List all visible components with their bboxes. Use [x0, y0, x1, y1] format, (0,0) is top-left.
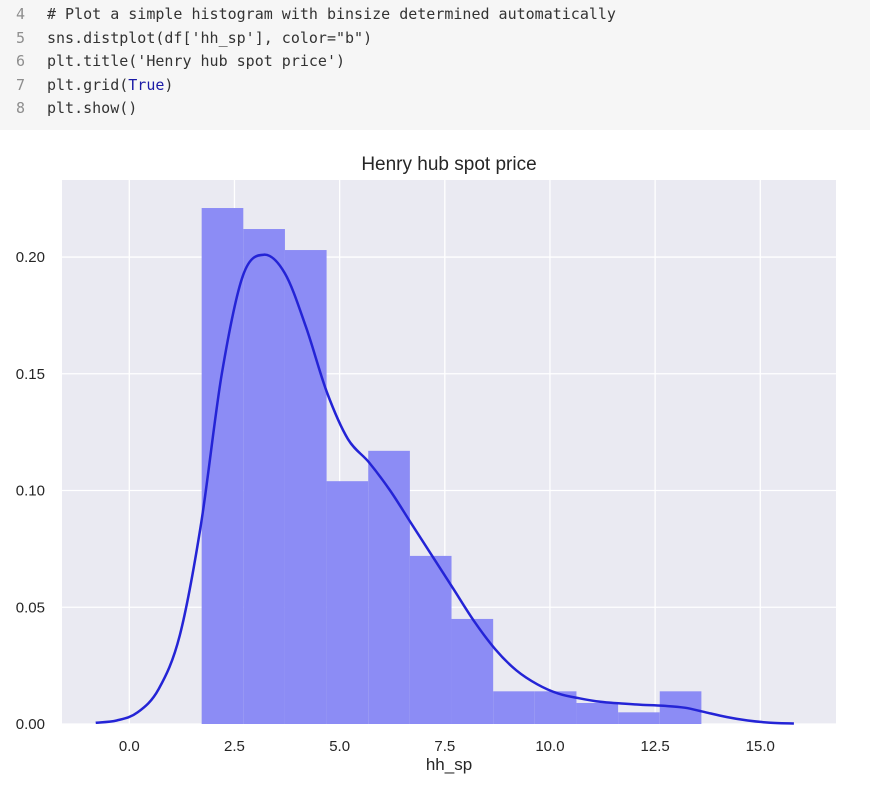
- code-line: 5 sns.distplot(df['hh_sp'], color="b"): [0, 27, 870, 51]
- y-tick-label: 0.20: [16, 249, 45, 266]
- histogram-bar: [284, 250, 327, 724]
- histogram-bars: [201, 208, 702, 725]
- code-line: 8 plt.show(): [0, 97, 870, 121]
- x-tick-label: 5.0: [329, 738, 350, 755]
- histogram-bar: [409, 555, 452, 724]
- line-number: 7: [15, 75, 25, 94]
- code-segment: plt.show(): [47, 99, 138, 117]
- y-tick-label: 0.10: [16, 483, 45, 500]
- plot-area: Henry hub spot price 0.0 2.5 5.0 7.5 10.0 12.…: [0, 145, 870, 780]
- line-number: 5: [15, 28, 25, 47]
- code-cell[interactable]: 4 # Plot a simple histogram with binsize …: [0, 0, 870, 130]
- line-number: 8: [15, 99, 25, 117]
- code-text: # Plot a simple histogram with binsize d…: [47, 3, 616, 27]
- code-text: sns.distplot(df['hh_sp'], color="b"): [47, 27, 372, 51]
- line-number: 4: [15, 5, 25, 23]
- code-segment: ): [164, 75, 174, 94]
- y-tick-label: 0.00: [16, 716, 45, 733]
- code-line: 6 plt.title('Henry hub spot price'): [0, 50, 870, 74]
- histogram-bar: [243, 229, 285, 725]
- y-tick-label: 0.15: [16, 366, 45, 383]
- x-axis-label: hh_sp: [426, 755, 472, 774]
- y-tick-label: 0.05: [16, 599, 45, 616]
- histogram-bar: [576, 702, 619, 724]
- x-tick-label: 2.5: [224, 738, 245, 755]
- kde-curve: [95, 253, 794, 725]
- histogram-bar: [451, 618, 494, 724]
- histogram-bar: [368, 450, 410, 724]
- histogram-bar: [618, 712, 660, 724]
- code-segment: # Plot a simple histogram with binsize d…: [47, 5, 616, 23]
- histogram-chart: Henry hub spot price 0.0 2.5 5.0 7.5 10.0 12.…: [16, 154, 836, 774]
- chart-title: Henry hub spot price: [361, 154, 536, 175]
- code-segment: sns.distplot(df['hh_sp'], color="b"): [47, 28, 373, 47]
- histogram-bar: [493, 691, 535, 724]
- x-tick-label: 7.5: [434, 738, 455, 755]
- code-line: 4 # Plot a simple histogram with binsize …: [0, 3, 870, 27]
- x-tick-label: 12.5: [641, 738, 670, 755]
- y-axis-ticks: 0.00 0.05 0.10 0.15 0.20: [16, 249, 45, 733]
- code-text: plt.show(): [47, 97, 137, 121]
- code-text: plt.title('Henry hub spot price'): [47, 50, 345, 74]
- code-segment: plt.title('Henry hub spot price'): [47, 52, 346, 70]
- x-tick-label: 15.0: [746, 738, 775, 755]
- x-tick-label: 10.0: [535, 738, 564, 755]
- code-text: plt.grid(True): [47, 74, 173, 98]
- x-axis-ticks: 0.0 2.5 5.0 7.5 10.0 12.5 15.0: [119, 738, 775, 755]
- x-tick-label: 0.0: [119, 738, 140, 755]
- code-keyword: True: [128, 75, 165, 94]
- line-number: 6: [15, 52, 25, 70]
- code-segment: plt.grid(: [47, 75, 129, 94]
- code-line: 7 plt.grid(True): [0, 74, 870, 98]
- code-lines: 4 # Plot a simple histogram with binsize …: [0, 3, 870, 121]
- histogram-bar: [326, 481, 369, 724]
